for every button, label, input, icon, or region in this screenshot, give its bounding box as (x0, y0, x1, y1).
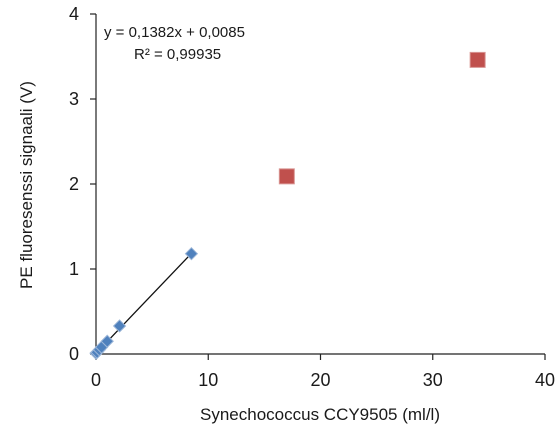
x-tick-label: 20 (310, 370, 330, 390)
diamond-point (100, 334, 114, 348)
x-tick-label: 30 (423, 370, 443, 390)
trend-line (95, 252, 192, 354)
diamond-point (184, 246, 199, 261)
y-tick-label: 1 (69, 259, 79, 279)
x-axis: 0 10 20 30 40 (91, 354, 555, 390)
square-point (278, 168, 295, 185)
y-tick-label: 3 (69, 89, 79, 109)
equation-label: y = 0,1382x + 0,0085 (104, 24, 245, 41)
y-tick-label: 4 (69, 4, 79, 24)
diamond-point (112, 319, 127, 333)
x-tick-label: 40 (535, 370, 555, 390)
x-axis-title: Synechococcus CCY9505 (ml/l) (200, 405, 440, 424)
data-points (89, 51, 486, 360)
y-axis-title: PE fluoresenssi signaali (V) (17, 81, 36, 289)
y-axis: 0 1 2 3 4 (69, 4, 96, 364)
y-tick-label: 0 (69, 344, 79, 364)
x-tick-label: 10 (198, 370, 218, 390)
y-tick-label: 2 (69, 174, 79, 194)
square-point (469, 51, 486, 68)
r-squared-label: R² = 0,99935 (134, 46, 221, 63)
x-tick-label: 0 (91, 370, 101, 390)
